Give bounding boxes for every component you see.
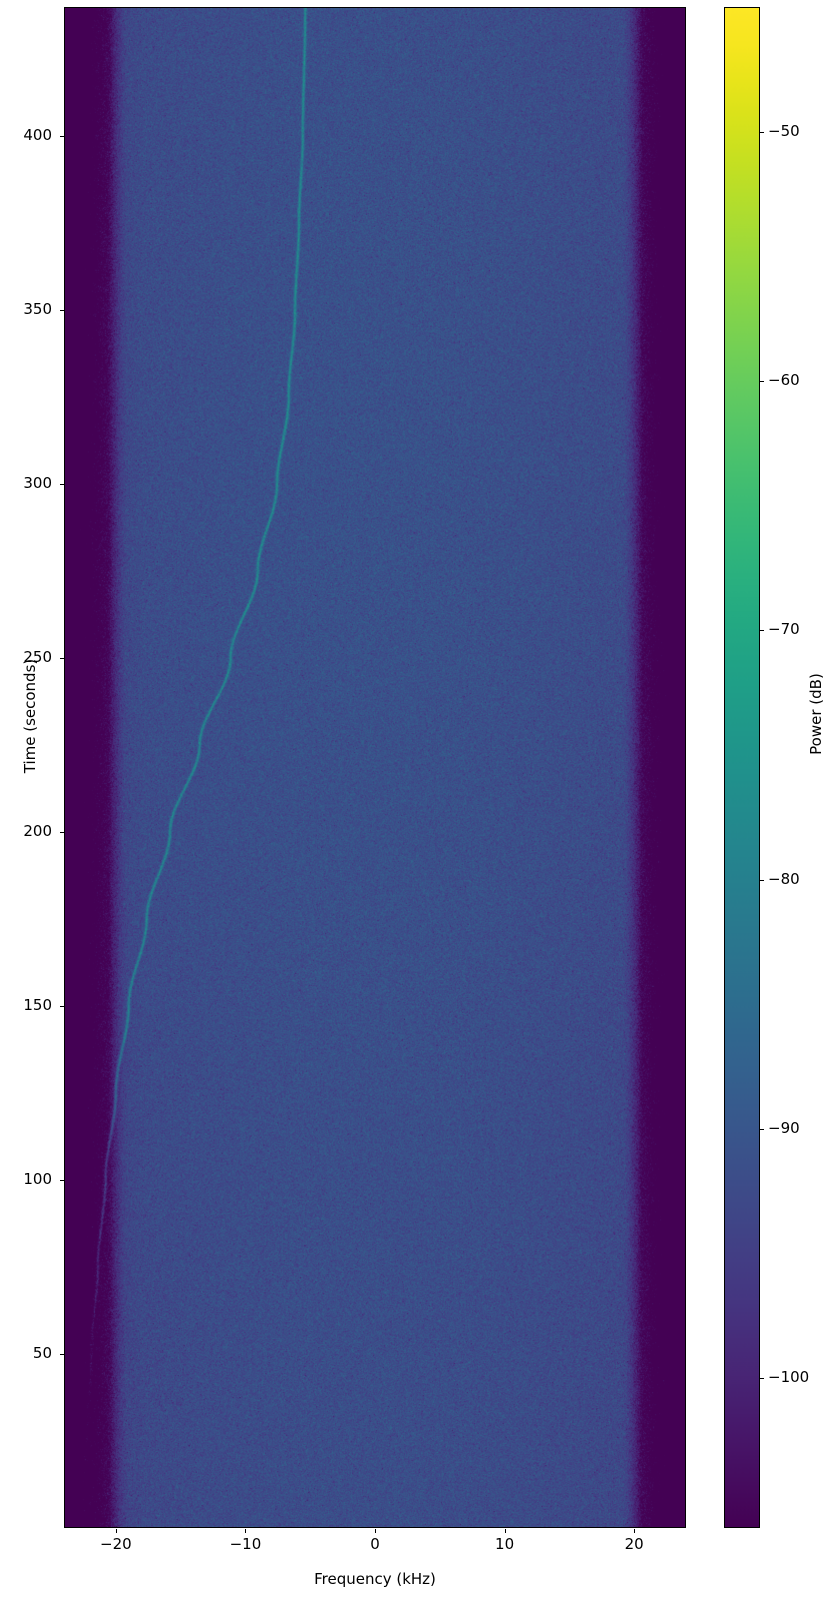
colorbar [724, 7, 760, 1528]
y-axis-title: Time (seconds) [21, 658, 39, 774]
y-tick-mark [60, 136, 64, 137]
colorbar-tick-mark [760, 1378, 764, 1379]
x-tick-label: 20 [624, 1535, 644, 1553]
y-tick-mark [60, 1006, 64, 1007]
x-tick-mark [375, 1529, 376, 1533]
x-tick-mark [505, 1529, 506, 1533]
y-tick-mark [60, 1354, 64, 1355]
y-tick-label: 350 [23, 299, 52, 318]
colorbar-tick-label: −90 [768, 1119, 800, 1138]
colorbar-gradient [725, 8, 759, 1527]
y-tick-label: 200 [23, 821, 52, 840]
colorbar-tick-mark [760, 1129, 764, 1130]
spectrogram-heatmap [65, 8, 685, 1527]
y-tick-mark [60, 658, 64, 659]
y-tick-label: 50 [32, 1343, 52, 1362]
colorbar-tick-label: −80 [768, 869, 800, 888]
y-tick-label: 250 [23, 647, 52, 666]
y-tick-mark [60, 484, 64, 485]
colorbar-tick-mark [760, 630, 764, 631]
colorbar-tick-mark [760, 880, 764, 881]
y-tick-label: 300 [23, 473, 52, 492]
x-tick-label: −10 [229, 1535, 262, 1553]
colorbar-tick-label: −100 [768, 1368, 810, 1387]
colorbar-tick-mark [760, 381, 764, 382]
x-tick-mark [634, 1529, 635, 1533]
y-tick-mark [60, 832, 64, 833]
x-axis-title: Frequency (kHz) [314, 1570, 436, 1588]
colorbar-tick-label: −50 [768, 121, 800, 140]
x-tick-label: 0 [370, 1535, 380, 1553]
colorbar-tick-mark [760, 132, 764, 133]
x-tick-label: 10 [495, 1535, 515, 1553]
x-tick-label: −20 [100, 1535, 132, 1553]
x-tick-mark [245, 1529, 246, 1533]
y-tick-mark [60, 1180, 64, 1181]
spectrogram-plot-area [64, 7, 686, 1528]
y-tick-label: 400 [23, 125, 52, 144]
y-tick-label: 100 [23, 1169, 52, 1188]
colorbar-tick-label: −60 [768, 371, 800, 390]
y-tick-mark [60, 310, 64, 311]
colorbar-axis-title: Power (dB) [807, 673, 825, 755]
colorbar-tick-label: −70 [768, 620, 800, 639]
y-tick-label: 150 [23, 995, 52, 1014]
x-tick-mark [116, 1529, 117, 1533]
